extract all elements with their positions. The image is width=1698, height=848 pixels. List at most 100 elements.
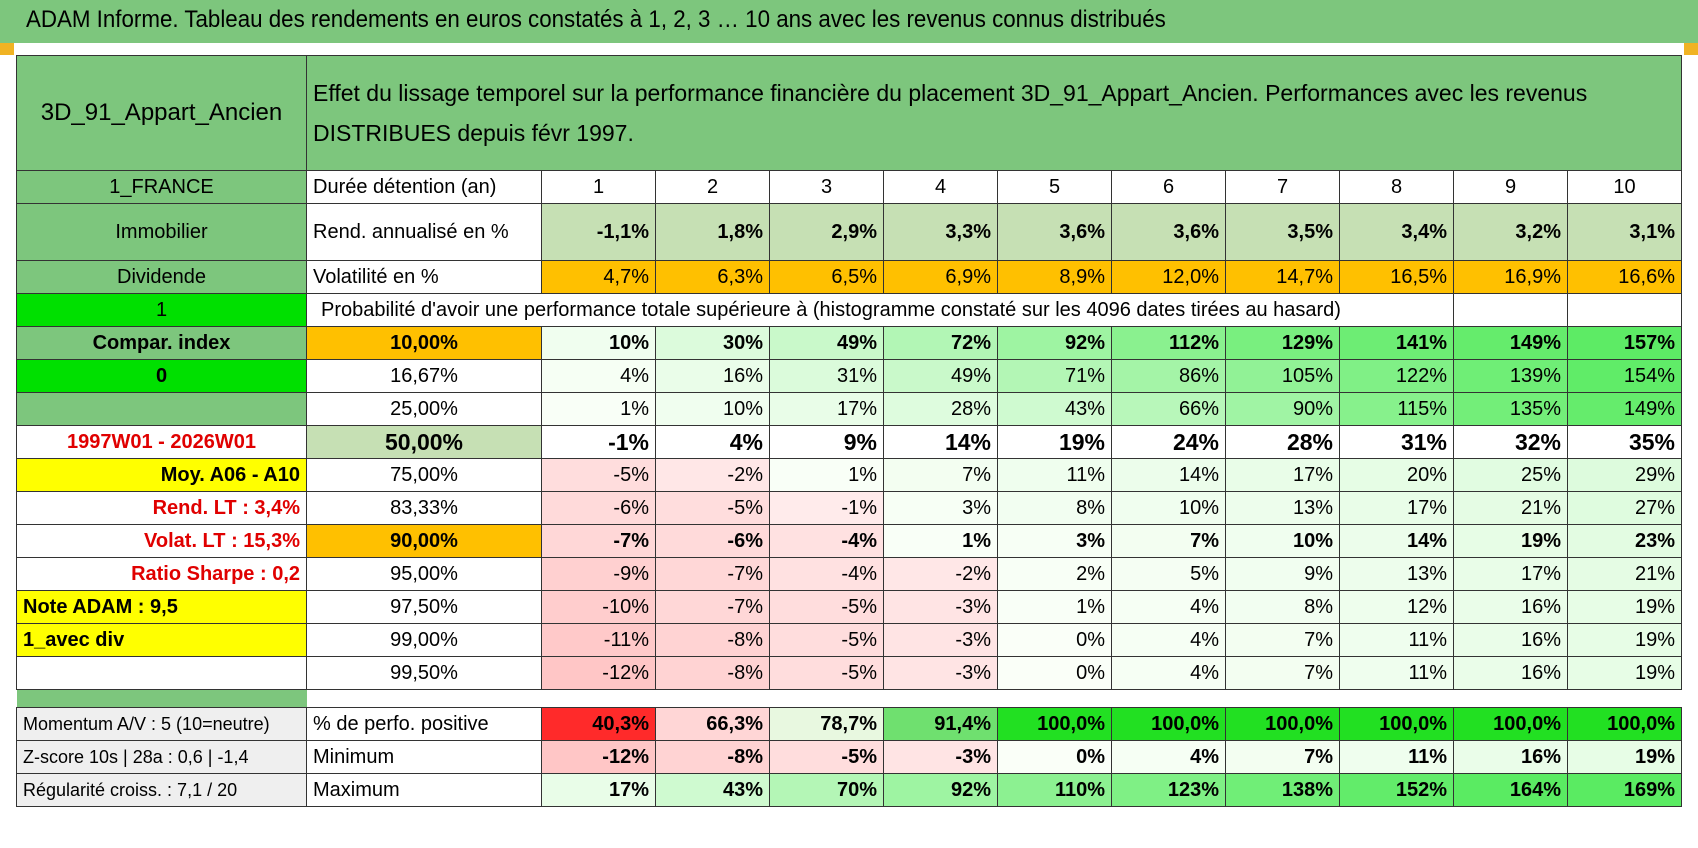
annualized-return-value: 2,9% [769,203,884,261]
percentile-value: 13% [1225,491,1340,525]
volatility-value: 12,0% [1111,260,1226,294]
percentile-value: -11% [541,623,656,657]
summary-value: -12% [541,740,656,774]
percentile-value: 92% [997,326,1112,360]
summary-value: 4% [1111,740,1226,774]
probability-title: Probabilité d'avoir une performance tota… [306,293,1454,327]
dividend-mode: 1_avec div [16,623,307,657]
selector-flag-0[interactable]: 0 [16,359,307,393]
percentile-value: 21% [1567,557,1682,591]
summary-value: 19% [1567,740,1682,774]
percentile-value: 27% [1567,491,1682,525]
volatility-value: 4,7% [541,260,656,294]
summary-value: 110% [997,773,1112,807]
percentile-value: 16% [1453,656,1568,690]
percentile-value: 7% [1111,524,1226,558]
long-term-return: Rend. LT : 3,4% [16,491,307,525]
percentile-label: 99,00% [306,623,542,657]
percentile-value: 122% [1339,359,1454,393]
percentile-value: -5% [769,590,884,624]
percentile-label: 10,00% [306,326,542,360]
annualized-return-label: Rend. annualisé en % [306,203,542,261]
percentile-label: 95,00% [306,557,542,591]
percentile-value: 4% [1111,590,1226,624]
summary-value: 100,0% [1111,707,1226,741]
summary-value: -5% [769,740,884,774]
indicator-label: Régularité croiss. : 7,1 / 20 [16,773,307,807]
volatility-value: 8,9% [997,260,1112,294]
percentile-value: 4% [655,425,770,459]
percentile-value: -9% [541,557,656,591]
summary-value: 100,0% [1339,707,1454,741]
percentile-label: 99,50% [306,656,542,690]
percentile-value: 17% [1225,458,1340,492]
percentile-value: -4% [769,557,884,591]
percentile-label: 83,33% [306,491,542,525]
holding-duration-label: Durée détention (an) [306,170,542,204]
percentile-value: 10% [655,392,770,426]
report-title: ADAM Informe. Tableau des rendements en … [26,6,1166,33]
period-label: 1997W01 - 2026W01 [16,425,307,459]
summary-value: 16% [1453,740,1568,774]
percentile-value: 4% [541,359,656,393]
percentile-value: -7% [655,557,770,591]
volatility-value: 16,5% [1339,260,1454,294]
percentile-label: 75,00% [306,458,542,492]
empty-cell [1567,293,1682,327]
percentile-value: 28% [883,392,998,426]
percentile-value: 2% [997,557,1112,591]
asset-name: 3D_91_Appart_Ancien [16,55,307,171]
long-term-volatility: Volat. LT : 15,3% [16,524,307,558]
percentile-value: 7% [883,458,998,492]
annualized-return-value: 3,2% [1453,203,1568,261]
category-cell: Immobilier [16,203,307,261]
summary-row-label: Minimum [306,740,542,774]
percentile-value: -5% [655,491,770,525]
percentile-value: 66% [1111,392,1226,426]
summary-value: 92% [883,773,998,807]
percentile-value: 16% [1453,590,1568,624]
annualized-return-value: 3,6% [997,203,1112,261]
report-banner: ADAM Informe. Tableau des rendements en … [0,0,1698,43]
volatility-value: 14,7% [1225,260,1340,294]
year-header: 3 [769,170,884,204]
year-header: 1 [541,170,656,204]
summary-value: 123% [1111,773,1226,807]
percentile-value: 7% [1225,656,1340,690]
percentile-value: 19% [1567,590,1682,624]
percentile-value: 139% [1453,359,1568,393]
percentile-value: 31% [1339,425,1454,459]
percentile-value: 149% [1567,392,1682,426]
year-header: 2 [655,170,770,204]
percentile-value: 10% [541,326,656,360]
percentile-value: 19% [997,425,1112,459]
percentile-value: 9% [769,425,884,459]
percentile-value: -10% [541,590,656,624]
percentile-value: 16% [1453,623,1568,657]
volatility-value: 6,5% [769,260,884,294]
summary-value: 11% [1339,740,1454,774]
percentile-value: 157% [1567,326,1682,360]
percentile-value: 7% [1225,623,1340,657]
annualized-return-value: 3,5% [1225,203,1340,261]
percentile-value: -3% [883,623,998,657]
sharpe-ratio: Ratio Sharpe : 0,2 [16,557,307,591]
percentile-value: 49% [769,326,884,360]
percentile-value: 31% [769,359,884,393]
percentile-value: -8% [655,656,770,690]
summary-value: 7% [1225,740,1340,774]
percentile-value: 3% [997,524,1112,558]
summary-value: 70% [769,773,884,807]
summary-value: -3% [883,740,998,774]
percentile-value: 149% [1453,326,1568,360]
selector-flag-1[interactable]: 1 [16,293,307,327]
year-header: 7 [1225,170,1340,204]
percentile-value: 5% [1111,557,1226,591]
percentile-value: 115% [1339,392,1454,426]
volatility-value: 6,9% [883,260,998,294]
percentile-value: 8% [997,491,1112,525]
annualized-return-value: 1,8% [655,203,770,261]
annualized-return-value: 3,6% [1111,203,1226,261]
percentile-value: 30% [655,326,770,360]
percentile-value: 11% [997,458,1112,492]
